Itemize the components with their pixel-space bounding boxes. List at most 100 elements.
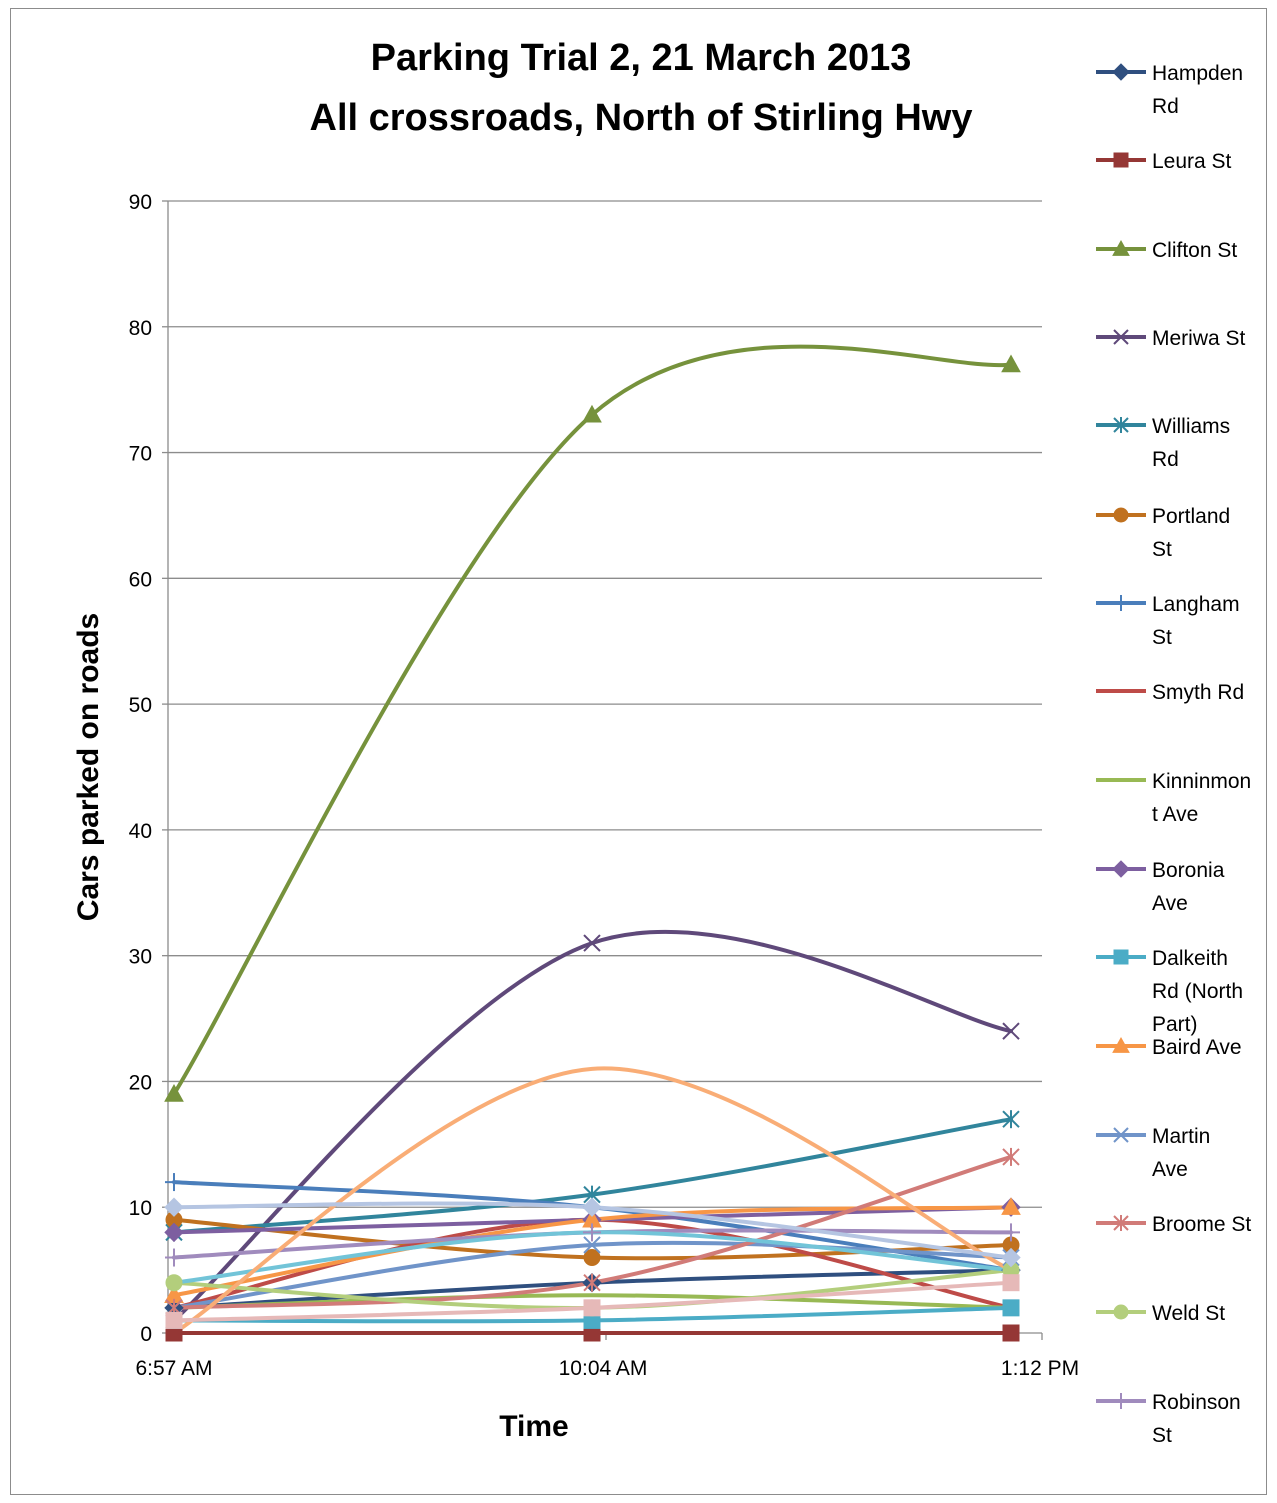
point-1-2	[1002, 1324, 1020, 1342]
legend-marker-12-b	[1113, 1127, 1129, 1143]
legend-item-0: Hampden Rd	[1096, 62, 1243, 118]
x-tick-label-1: 10:04 AM	[559, 1357, 648, 1380]
point-4-2	[1002, 1110, 1020, 1129]
legend-label-0-1: Rd	[1152, 95, 1179, 118]
x-axis-title: Time	[499, 1410, 568, 1443]
tick-labels: 0 10 20 30 40 50 60 70 80 90 6:57 AM 10:04 AM 1:12 P…	[129, 191, 1079, 1380]
legend-label-5-0: Portland	[1152, 505, 1230, 528]
legend-label-15-0: Robinson	[1152, 1391, 1241, 1414]
legend-item-6: Langham St	[1096, 593, 1240, 649]
legend-marker-12	[1113, 1127, 1129, 1143]
y-tick-label-0: 0	[140, 1323, 152, 1346]
legend-marker-6	[1113, 595, 1129, 611]
y-tick-label-60: 60	[129, 568, 152, 591]
legend-label-1-0: Leura St	[1152, 150, 1232, 173]
legend-marker-15	[1113, 1393, 1129, 1409]
y-tick-label-10: 10	[129, 1197, 152, 1220]
y-tick-label-40: 40	[129, 820, 152, 843]
point-12-1	[583, 1236, 601, 1254]
legend-label-8-1: t Ave	[1152, 803, 1198, 826]
legend-label-4-1: Rd	[1152, 448, 1179, 471]
legend-item-9: Boronia Ave	[1096, 859, 1225, 915]
point-19-1	[583, 1299, 601, 1317]
chart-title-line-2: All crossroads, North of Stirling Hwy	[310, 97, 973, 139]
point-3-2	[1002, 1022, 1020, 1040]
y-tick-label-70: 70	[129, 443, 152, 466]
legend-label-7-0: Smyth Rd	[1152, 681, 1244, 704]
gridlines	[168, 200, 1042, 1208]
legend-marker-0	[1112, 63, 1130, 81]
legend-label-10-1: Rd (North	[1152, 980, 1243, 1003]
point-13-2	[1002, 1147, 1020, 1166]
legend-item-12: Martin Ave	[1096, 1125, 1210, 1181]
point-13-1	[583, 1273, 601, 1292]
legend-marker-10	[1113, 949, 1129, 965]
y-tick-label-20: 20	[129, 1071, 152, 1094]
point-3-2-b	[1002, 1022, 1020, 1040]
legend-marker-3-b	[1113, 329, 1129, 345]
series-markers	[164, 354, 1021, 1342]
legend-item-10: Dalkeith Rd (North Part)	[1096, 947, 1243, 1036]
legend-label-0-0: Hampden	[1152, 62, 1243, 85]
legend-label-11-0: Baird Ave	[1152, 1036, 1242, 1059]
y-tick-label-80: 80	[129, 317, 152, 340]
legend-item-5: Portland St	[1096, 505, 1230, 561]
legend-marker-2	[1112, 239, 1130, 256]
point-18-2	[1001, 1247, 1021, 1268]
series-line-3	[172, 929, 1013, 1323]
legend-label-9-1: Ave	[1152, 892, 1188, 915]
x-tick-label-0: 6:57 AM	[135, 1357, 212, 1380]
chart-frame	[10, 8, 1267, 1495]
y-tick-label-30: 30	[129, 946, 152, 969]
x-tick-label-2: 1:12 PM	[1001, 1357, 1079, 1380]
legend-marker-4	[1113, 417, 1129, 433]
point-15-1	[583, 1223, 601, 1242]
legend-item-3: Meriwa St	[1096, 327, 1246, 350]
point-2-0	[164, 1083, 184, 1102]
legend-marker-11	[1112, 1036, 1130, 1053]
legend-item-1: Leura St	[1096, 150, 1232, 173]
point-9-0	[164, 1222, 184, 1243]
point-12-1-b	[583, 1236, 601, 1254]
point-18-1	[582, 1197, 602, 1217]
point-18-0	[164, 1197, 184, 1217]
point-19-2	[1002, 1274, 1020, 1292]
legend-label-9-0: Boronia	[1152, 859, 1225, 882]
legend-label-15-1: St	[1152, 1424, 1172, 1447]
legend-marker-5	[1113, 507, 1129, 523]
legend-item-8: Kinninmon t Ave	[1096, 770, 1251, 826]
point-6-0	[165, 1173, 183, 1192]
y-tick-label-50: 50	[129, 694, 152, 717]
point-3-1	[583, 934, 601, 952]
series-line-17	[172, 1066, 1013, 1335]
point-3-1-b	[583, 934, 601, 952]
y-axis-title: Cars parked on roads	[72, 613, 105, 921]
point-11-2	[1001, 1197, 1021, 1215]
legend-item-2: Clifton St	[1096, 239, 1237, 262]
legend-item-15: Robinson St	[1096, 1391, 1241, 1447]
axes	[162, 200, 1043, 1340]
legend-label-4-0: Williams	[1152, 415, 1230, 438]
point-15-2	[1002, 1223, 1020, 1242]
y-tick-label-90: 90	[129, 191, 152, 214]
legend-marker-9	[1112, 860, 1130, 878]
legend-label-2-0: Clifton St	[1152, 239, 1237, 262]
point-5-1	[583, 1249, 601, 1267]
point-2-2	[1001, 354, 1021, 373]
legend-marker-3	[1113, 329, 1129, 345]
legend-item-13: Broome St	[1096, 1213, 1251, 1236]
legend-item-14: Weld St	[1096, 1302, 1225, 1325]
point-19-0	[165, 1311, 183, 1329]
series-lines	[172, 344, 1013, 1336]
legend-item-4: Williams Rd	[1096, 415, 1230, 471]
legend-label-6-1: St	[1152, 626, 1172, 649]
legend-label-5-1: St	[1152, 538, 1172, 561]
legend-label-10-2: Part)	[1152, 1013, 1198, 1036]
legend-marker-1	[1113, 152, 1129, 168]
point-15-0	[165, 1248, 183, 1267]
legend-label-8-0: Kinninmon	[1152, 770, 1251, 793]
series-line-2	[172, 344, 1013, 1097]
legend-label-13-0: Broome St	[1152, 1213, 1251, 1236]
legend-marker-13	[1113, 1215, 1129, 1231]
